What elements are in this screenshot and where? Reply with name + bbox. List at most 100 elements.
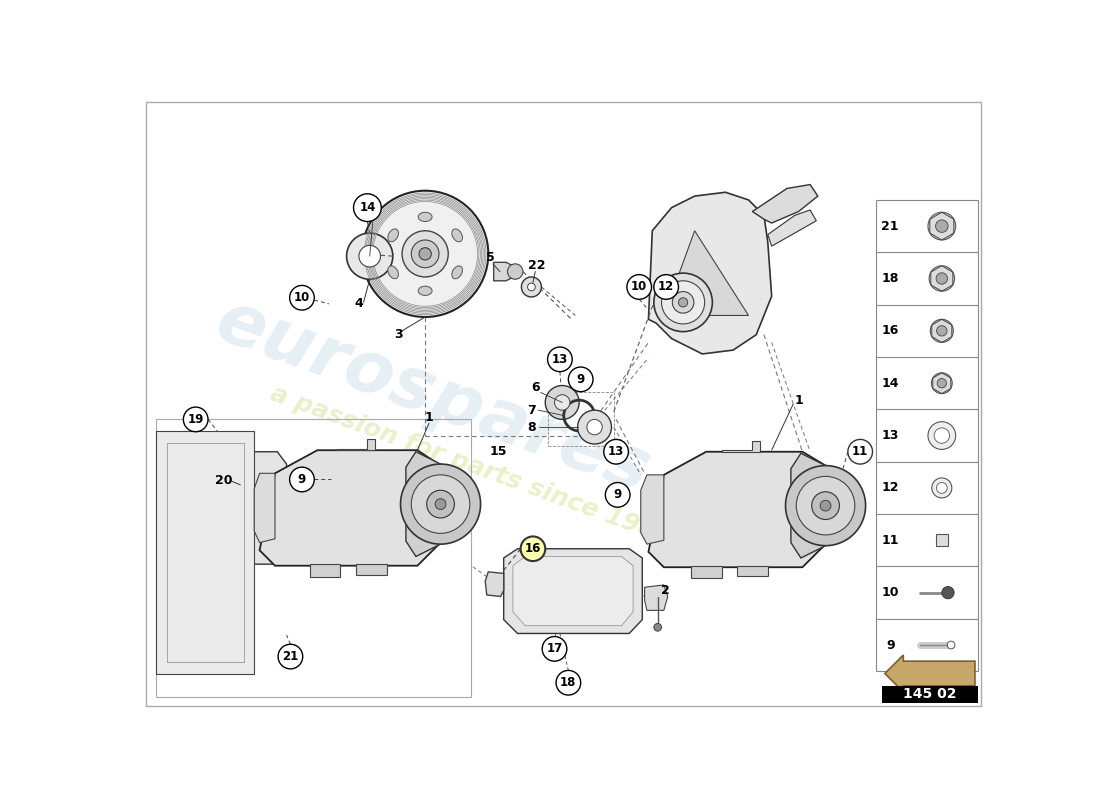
Text: 22: 22: [528, 259, 546, 272]
Text: 9: 9: [298, 473, 306, 486]
Polygon shape: [722, 441, 760, 452]
Text: 14: 14: [360, 201, 375, 214]
Text: 4: 4: [354, 298, 363, 310]
Polygon shape: [513, 557, 634, 626]
Text: 7: 7: [527, 404, 536, 417]
Polygon shape: [649, 192, 772, 354]
Circle shape: [928, 422, 956, 450]
Polygon shape: [494, 262, 515, 281]
Text: 10: 10: [294, 291, 310, 304]
Polygon shape: [406, 452, 458, 557]
Polygon shape: [356, 564, 387, 575]
Circle shape: [427, 490, 454, 518]
Circle shape: [928, 212, 956, 240]
Polygon shape: [645, 585, 668, 610]
Circle shape: [353, 194, 382, 222]
Polygon shape: [640, 475, 664, 544]
Circle shape: [796, 476, 855, 535]
Circle shape: [653, 274, 679, 299]
Circle shape: [528, 283, 536, 291]
Text: 13: 13: [608, 446, 624, 458]
Circle shape: [936, 482, 947, 494]
Text: 12: 12: [658, 281, 674, 294]
Text: 3: 3: [394, 328, 403, 341]
Circle shape: [653, 623, 661, 631]
Polygon shape: [156, 431, 254, 674]
Circle shape: [346, 233, 393, 279]
Text: 9: 9: [614, 488, 622, 502]
Circle shape: [411, 240, 439, 268]
Circle shape: [627, 274, 651, 299]
Polygon shape: [236, 452, 286, 564]
Circle shape: [936, 326, 947, 336]
Circle shape: [556, 670, 581, 695]
Circle shape: [604, 439, 628, 464]
Text: 11: 11: [852, 446, 868, 458]
Text: 10: 10: [631, 281, 647, 294]
Circle shape: [403, 230, 449, 277]
Circle shape: [848, 439, 872, 464]
Circle shape: [289, 467, 315, 492]
Circle shape: [605, 482, 630, 507]
Ellipse shape: [452, 266, 462, 278]
Text: 21: 21: [283, 650, 298, 663]
Polygon shape: [337, 438, 375, 450]
Text: 11: 11: [881, 534, 899, 546]
Circle shape: [362, 190, 488, 317]
Polygon shape: [649, 452, 825, 567]
Circle shape: [661, 281, 705, 324]
Text: 20: 20: [214, 474, 232, 487]
Polygon shape: [691, 566, 722, 578]
Circle shape: [812, 492, 839, 519]
Circle shape: [184, 407, 208, 432]
Circle shape: [942, 586, 954, 599]
Circle shape: [937, 378, 946, 388]
Circle shape: [821, 500, 830, 511]
Circle shape: [672, 291, 694, 313]
FancyBboxPatch shape: [877, 200, 978, 671]
Polygon shape: [664, 230, 749, 315]
Polygon shape: [791, 454, 843, 558]
Text: 13: 13: [881, 429, 899, 442]
Polygon shape: [260, 450, 440, 566]
Text: 12: 12: [881, 482, 899, 494]
Text: 5: 5: [486, 251, 495, 264]
FancyBboxPatch shape: [936, 534, 948, 546]
Text: 6: 6: [531, 381, 540, 394]
Text: a passion for parts since 1985: a passion for parts since 1985: [267, 382, 675, 550]
Text: 1: 1: [425, 411, 433, 424]
Ellipse shape: [388, 229, 398, 242]
Circle shape: [542, 637, 566, 661]
Circle shape: [569, 367, 593, 392]
Circle shape: [419, 248, 431, 260]
Circle shape: [932, 373, 953, 394]
Circle shape: [785, 466, 866, 546]
Ellipse shape: [452, 229, 462, 242]
Text: 9: 9: [886, 638, 894, 651]
Circle shape: [936, 220, 948, 232]
Circle shape: [947, 641, 955, 649]
Text: 145 02: 145 02: [903, 687, 957, 702]
Text: 2: 2: [661, 584, 670, 597]
Text: 19: 19: [187, 413, 204, 426]
Polygon shape: [884, 655, 975, 692]
Text: 10: 10: [881, 586, 899, 599]
Ellipse shape: [418, 212, 432, 222]
Text: 18: 18: [881, 272, 899, 285]
Circle shape: [554, 394, 570, 410]
Text: 17: 17: [547, 642, 562, 655]
Polygon shape: [485, 572, 504, 597]
Text: 15: 15: [490, 446, 507, 458]
Circle shape: [934, 428, 949, 443]
Text: 16: 16: [881, 324, 899, 338]
Circle shape: [411, 475, 470, 534]
Circle shape: [679, 298, 688, 307]
Ellipse shape: [418, 286, 432, 295]
Ellipse shape: [388, 266, 398, 278]
Text: 18: 18: [560, 676, 576, 690]
Circle shape: [578, 410, 612, 444]
Text: 21: 21: [881, 220, 899, 233]
Circle shape: [546, 386, 580, 419]
Text: 14: 14: [881, 377, 899, 390]
Circle shape: [653, 273, 713, 332]
